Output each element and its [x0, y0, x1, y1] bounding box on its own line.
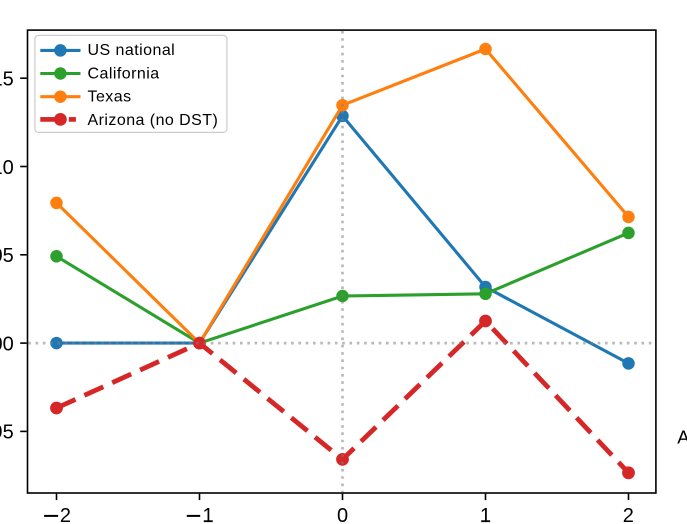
svg-text:1: 1 [480, 505, 491, 524]
svg-text:0: 0 [337, 505, 348, 524]
svg-text:2: 2 [60, 505, 71, 524]
svg-text:AZ: AZ [677, 426, 687, 447]
svg-text:2: 2 [623, 505, 634, 524]
svg-text:100: 100 [0, 333, 14, 355]
svg-text:110: 110 [0, 157, 14, 179]
svg-text:115: 115 [0, 69, 14, 91]
svg-text:US national: US national [88, 42, 176, 59]
svg-text:105: 105 [0, 245, 14, 267]
svg-text:1: 1 [202, 505, 213, 524]
svg-text:Arizona (no DST): Arizona (no DST) [88, 112, 219, 129]
svg-text:Texas: Texas [88, 89, 132, 106]
svg-text:95: 95 [0, 422, 14, 444]
svg-text:California: California [88, 65, 160, 82]
